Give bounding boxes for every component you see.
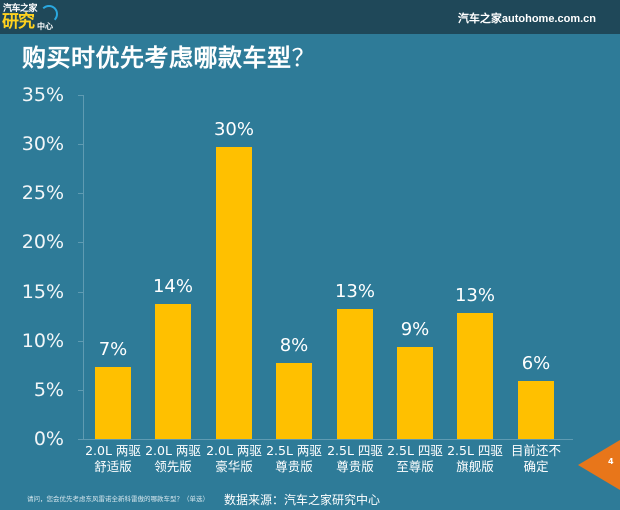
page-flag-icon — [578, 440, 620, 490]
y-tick-label: 30% — [21, 133, 64, 155]
x-category-label-line: 确定 — [523, 459, 549, 474]
title-text: 购买时优先考虑哪款车型 — [22, 44, 292, 72]
x-category-label-line: 2.0L 两驱 — [145, 443, 201, 458]
y-tick-label: 5% — [33, 379, 64, 401]
bar-value-label: 13% — [454, 285, 495, 306]
bar — [155, 304, 191, 439]
bar-value-label: 13% — [334, 281, 375, 302]
y-tick-mark — [78, 390, 83, 391]
x-category-label-line: 旗舰版 — [456, 459, 494, 474]
y-tick-mark — [78, 95, 83, 96]
logo-sub-text: 中心 — [37, 22, 53, 31]
y-tick-label: 35% — [21, 84, 64, 106]
y-tick-mark — [78, 242, 83, 243]
x-category-label: 2.0L 两驱 豪华版 — [202, 443, 266, 475]
survey-question-footnote: 请问，您会优先考虑东风雷诺全新科雷傲的哪款车型？（单选） — [27, 495, 209, 503]
data-source: 数据来源：汽车之家研究中心 — [224, 493, 381, 507]
y-tick-mark — [78, 193, 83, 194]
y-tick-mark — [78, 341, 83, 342]
x-category-label-line: 2.0L 两驱 — [206, 443, 262, 458]
bar-value-label: 9% — [400, 319, 430, 340]
x-axis-line — [83, 439, 573, 440]
x-category-label-line: 目前还不 — [510, 443, 561, 458]
x-category-label-line: 2.5L 两驱 — [266, 443, 322, 458]
bar — [95, 367, 131, 439]
x-category-label: 2.0L 两驱 舒适版 — [81, 443, 145, 475]
bar-value-label: 30% — [213, 119, 254, 140]
x-category-label: 2.5L 四驱 旗舰版 — [443, 443, 507, 475]
site-url: 汽车之家autohome.com.cn — [457, 13, 596, 25]
x-category-label: 2.5L 四驱 至尊版 — [383, 443, 447, 475]
y-tick-mark — [78, 439, 83, 440]
logo-top-text: 汽车之家 — [3, 4, 38, 14]
page-number: 4 — [608, 457, 614, 466]
bar — [337, 309, 373, 439]
bar — [457, 313, 493, 439]
bar-value-label: 14% — [152, 276, 193, 297]
x-category-label: 2.0L 两驱 领先版 — [141, 443, 205, 475]
y-tick-mark — [78, 292, 83, 293]
x-category-label-line: 舒适版 — [94, 459, 132, 474]
x-category-label-line: 2.5L 四驱 — [387, 443, 443, 458]
logo-main-text: 研究 — [2, 12, 35, 32]
header-bar: 汽车之家 研究 中心 汽车之家autohome.com.cn — [0, 0, 620, 34]
y-tick-label: 15% — [21, 281, 64, 303]
x-category-label-line: 2.5L 四驱 — [447, 443, 503, 458]
y-tick-label: 0% — [33, 428, 64, 450]
y-axis-line — [83, 95, 84, 439]
x-category-label: 目前还不 确定 — [504, 443, 568, 475]
bar — [397, 347, 433, 439]
x-category-label-line: 尊贵版 — [336, 459, 374, 474]
bar — [216, 147, 252, 439]
y-tick-label: 20% — [21, 231, 64, 253]
y-tick-label: 25% — [21, 182, 64, 204]
autohome-research-logo: 汽车之家 研究 中心 — [2, 1, 62, 33]
swirl-icon — [40, 5, 58, 23]
x-category-label: 2.5L 两驱 尊贵版 — [262, 443, 326, 475]
x-category-label-line: 2.0L 两驱 — [85, 443, 141, 458]
x-category-label-line: 豪华版 — [215, 459, 253, 474]
x-category-label-line: 2.5L 四驱 — [327, 443, 383, 458]
bar-value-label: 8% — [279, 335, 309, 356]
x-category-label-line: 领先版 — [154, 459, 192, 474]
x-category-label: 2.5L 四驱 尊贵版 — [323, 443, 387, 475]
page-title: 购买时优先考虑哪款车型？ — [22, 38, 316, 73]
y-tick-mark — [78, 144, 83, 145]
bar-value-label: 7% — [98, 339, 128, 360]
bar — [276, 363, 312, 439]
x-category-label-line: 至尊版 — [396, 459, 434, 474]
x-category-label-line: 尊贵版 — [275, 459, 313, 474]
bar-value-label: 6% — [521, 353, 551, 374]
y-tick-label: 10% — [21, 330, 64, 352]
title-question-mark: ？ — [291, 44, 316, 72]
bar — [518, 381, 554, 439]
